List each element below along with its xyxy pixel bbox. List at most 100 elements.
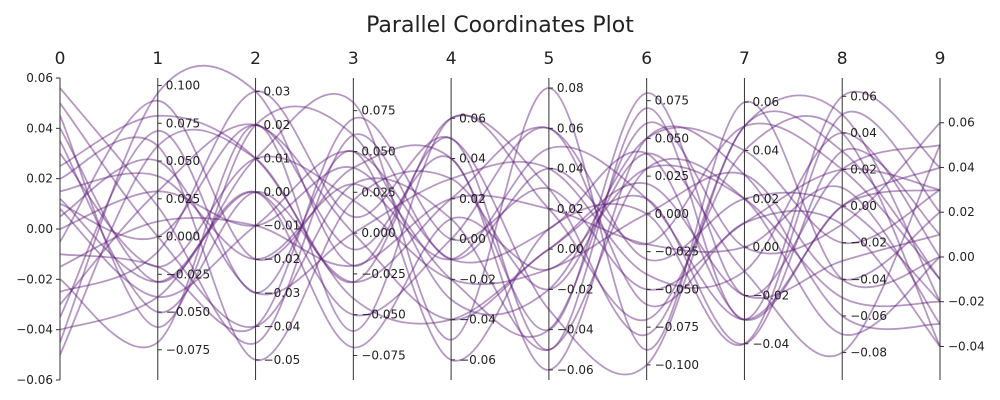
tick-label: −0.04 [752, 337, 789, 351]
axis-0: 00.06 0.04 0.02 0.00 −0.02 −0.04 −0.06 [16, 49, 65, 387]
tick-label: −0.02 [850, 236, 887, 250]
tick-label: −0.05 [264, 353, 301, 367]
tick-label: 0.00 [948, 250, 975, 264]
axis-name-label: 0 [55, 49, 66, 69]
tick-label: −0.02 [752, 288, 789, 302]
tick-label: −0.06 [459, 353, 496, 367]
tick-label: −0.075 [361, 349, 405, 363]
tick-label: −0.08 [850, 346, 887, 360]
axis-name-label: 4 [446, 49, 457, 69]
tick-label: −0.025 [361, 267, 405, 281]
tick-label: −0.04 [557, 323, 594, 337]
tick-label: −0.100 [655, 358, 699, 372]
axis-9: 9 0.06 0.04 0.02 0.00 −0.02 −0.04 [935, 49, 985, 380]
tick-label: 0.04 [459, 152, 486, 166]
tick-label: 0.03 [264, 84, 291, 98]
tick-label: 0.06 [557, 121, 584, 135]
chart-title: Parallel Coordinates Plot [366, 13, 634, 38]
tick-label: −0.04 [16, 323, 53, 337]
tick-label: 0.01 [264, 152, 291, 166]
tick-label: −0.04 [459, 313, 496, 327]
series-line [59, 164, 941, 349]
tick-label: −0.02 [557, 282, 594, 296]
tick-label: 0.00 [557, 242, 584, 256]
tick-label: 0.06 [459, 111, 486, 125]
tick-label: −0.06 [557, 363, 594, 377]
tick-label: 0.04 [557, 162, 584, 176]
tick-label: −0.02 [459, 272, 496, 286]
series-line [59, 114, 941, 325]
series-line [59, 152, 941, 286]
tick-label: −0.02 [16, 272, 53, 286]
tick-label: 0.00 [752, 240, 779, 254]
tick-label: 0.00 [850, 199, 877, 213]
series-line [59, 124, 941, 371]
series-line [59, 87, 941, 345]
tick-label: 0.02 [26, 172, 53, 186]
tick-label: 0.00 [459, 232, 486, 246]
axis-1: 10.100 0.075 0.050 0.025 0.000 −0.025 −0.050 −0… [152, 49, 210, 380]
axis-name-label: 9 [935, 49, 946, 69]
series-line [59, 90, 941, 376]
tick-label: 0.02 [850, 163, 877, 177]
tick-label: −0.01 [264, 219, 301, 233]
series-line [59, 116, 941, 333]
series-line [59, 185, 941, 325]
tick-label: −0.075 [166, 343, 210, 357]
tick-label: 0.00 [264, 185, 291, 199]
series-line [59, 131, 941, 296]
axis-6: 6 0.075 0.050 0.025 0.000 −0.025 −0.050 −0.075 −… [641, 49, 699, 380]
tick-label: 0.02 [264, 118, 291, 132]
tick-label: −0.06 [850, 309, 887, 323]
tick-label: 0.050 [166, 154, 200, 168]
tick-label: 0.000 [361, 226, 395, 240]
series-lines [59, 64, 941, 376]
axis-name-label: 2 [250, 49, 261, 69]
tick-label: 0.100 [166, 79, 200, 93]
tick-label: 0.04 [948, 160, 975, 174]
series-line [59, 110, 941, 362]
tick-label: −0.06 [16, 373, 53, 387]
tick-label: 0.025 [655, 169, 689, 183]
tick-label: 0.000 [655, 207, 689, 221]
tick-label: 0.02 [752, 192, 779, 206]
tick-label: 0.075 [655, 94, 689, 108]
tick-label: 0.025 [166, 192, 200, 206]
tick-label: 0.000 [166, 230, 200, 244]
series-line [59, 126, 941, 314]
series-line [59, 102, 941, 351]
series-line [59, 64, 941, 351]
tick-label: 0.06 [948, 116, 975, 130]
tick-label: −0.04 [948, 339, 985, 353]
tick-label: 0.075 [361, 104, 395, 118]
tick-label: 0.04 [26, 121, 53, 135]
axes: 00.060.040.020.00−0.02−0.04−0.0610.1000.… [16, 49, 985, 387]
series-line [59, 92, 941, 331]
tick-label: 0.075 [166, 116, 200, 130]
series-line [59, 123, 941, 345]
tick-label: −0.04 [264, 319, 301, 333]
tick-label: −0.050 [166, 305, 210, 319]
tick-label: 0.06 [26, 71, 53, 85]
tick-label: −0.04 [850, 272, 887, 286]
series-line [59, 114, 941, 349]
tick-label: 0.050 [361, 144, 395, 158]
axis-7: 7 0.06 0.04 0.02 0.00 −0.02 −0.04 [739, 49, 789, 380]
axis-name-label: 1 [152, 49, 163, 69]
axis-name-label: 6 [641, 49, 652, 69]
tick-label: −0.03 [264, 286, 301, 300]
tick-label: −0.050 [361, 308, 405, 322]
series-line [59, 145, 941, 321]
series-line [59, 87, 941, 351]
tick-label: −0.02 [264, 252, 301, 266]
axis-name-label: 7 [739, 49, 750, 69]
tick-label: 0.025 [361, 185, 395, 199]
tick-label: 0.06 [752, 95, 779, 109]
series-line [59, 136, 941, 361]
axis-3: 3 0.075 0.050 0.025 0.000 −0.025 −0.050 −0.075 [348, 49, 406, 380]
tick-label: 0.02 [459, 192, 486, 206]
tick-label: −0.025 [166, 267, 210, 281]
axis-4: 4 0.06 0.04 0.02 0.00 −0.02 −0.04 −0.06 [446, 49, 496, 380]
tick-label: 0.08 [557, 81, 584, 95]
